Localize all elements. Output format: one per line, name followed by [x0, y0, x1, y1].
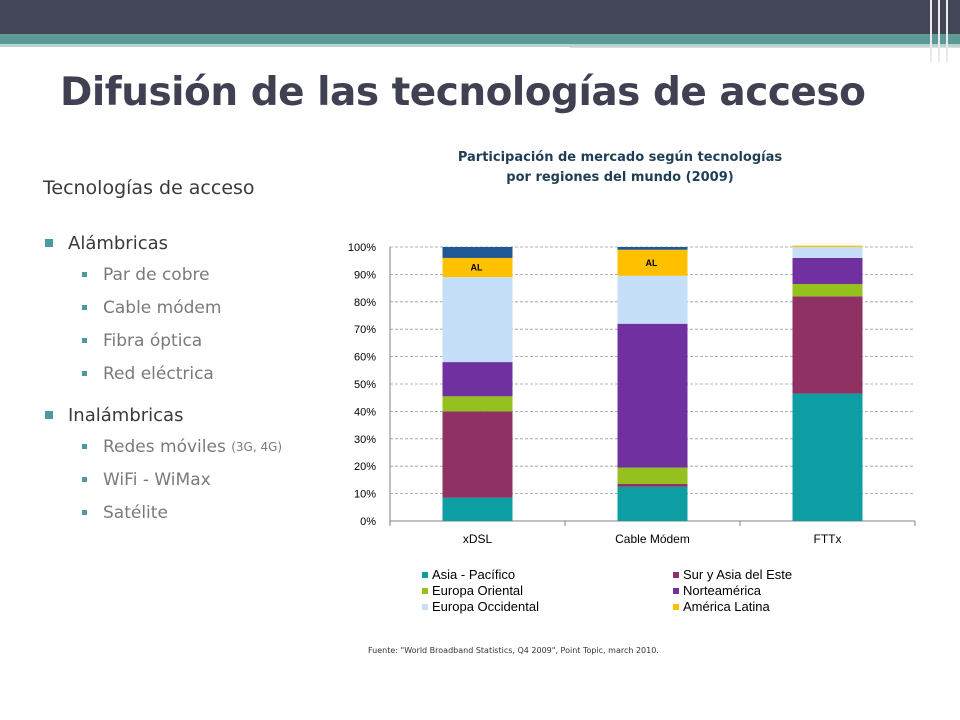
bar-segment: [617, 275, 688, 324]
list-subitem: WiFi - WiMax: [45, 463, 335, 496]
list-subitem-label: Par de cobre: [103, 264, 210, 285]
chart-title: Participación de mercado según tecnologí…: [400, 148, 840, 188]
legend-label: Sur y Asia del Este: [683, 567, 792, 582]
legend-swatch: [422, 588, 428, 594]
y-tick-label: 70%: [354, 324, 376, 336]
bar-segment: [617, 484, 688, 487]
bar-segment: [792, 283, 863, 297]
y-tick-label: 80%: [354, 297, 376, 309]
y-tick-label: 20%: [354, 461, 376, 473]
accent-band-light: [0, 44, 960, 47]
bar-segment: [442, 277, 513, 363]
bar-segment: [792, 296, 863, 394]
bar-segment: [442, 411, 513, 498]
list-group-alambricas: Alámbricas Par de cobre Cable módem Fibr…: [45, 228, 335, 390]
bar-segment: [442, 362, 513, 397]
list-subitem-label: Satélite: [103, 502, 168, 523]
list-subitem: Fibra óptica: [45, 324, 335, 357]
x-tick-label: Cable Módem: [615, 532, 690, 546]
accent-band: [0, 34, 960, 44]
y-tick-label: 50%: [354, 379, 376, 391]
x-tick-label: xDSL: [463, 532, 493, 546]
top-bar: [0, 0, 960, 34]
list-subitem-label: Cable módem: [103, 297, 222, 318]
legend-swatch: [673, 588, 679, 594]
square-bullet-icon: [45, 239, 53, 247]
slide-subtitle: Tecnologías de acceso: [43, 177, 255, 199]
slide-title: Difusión de las tecnologías de acceso: [60, 70, 866, 115]
data-label: AL: [646, 258, 658, 268]
legend-label: América Latina: [683, 599, 770, 614]
square-bullet-icon: [82, 338, 87, 343]
list-subitem: Red eléctrica: [45, 357, 335, 390]
list-group-inalambricas: Inalámbricas Redes móviles (3G, 4G) WiFi…: [45, 400, 335, 529]
list-subitem: Par de cobre: [45, 258, 335, 291]
list-subitem-note: (3G, 4G): [231, 439, 283, 454]
list-item-label: Inalámbricas: [68, 404, 184, 426]
y-tick-label: 40%: [354, 406, 376, 418]
bar-segment: [792, 245, 863, 247]
y-tick-label: 30%: [354, 434, 376, 446]
bar-segment: [792, 393, 863, 521]
y-tick-label: 10%: [354, 489, 376, 501]
list-item-label: Alámbricas: [68, 232, 169, 254]
bar-segment: [792, 257, 863, 284]
y-tick-label: 100%: [348, 242, 376, 254]
square-bullet-icon: [82, 510, 87, 515]
list-subitem-label: Redes móviles: [103, 436, 226, 457]
bar-segment: [792, 247, 863, 258]
legend-label: Asia - Pacífico: [432, 567, 515, 582]
bar-segment: [442, 396, 513, 412]
chart-title-line: por regiones del mundo (2009): [506, 170, 734, 185]
list-subitem-label: Red eléctrica: [103, 363, 214, 384]
y-tick-label: 60%: [354, 352, 376, 364]
data-label: AL: [471, 263, 483, 273]
decor-line: [946, 0, 948, 62]
y-tick-label: 90%: [354, 269, 376, 281]
bar-segment: [617, 323, 688, 468]
list-subitem-label: Fibra óptica: [103, 330, 203, 351]
bar-segment: [617, 247, 688, 250]
legend-label: Europa Occidental: [432, 599, 539, 614]
legend-swatch: [673, 572, 679, 578]
list-subitem-label: WiFi - WiMax: [103, 469, 211, 490]
square-bullet-icon: [82, 371, 87, 376]
list-subitem: Cable módem: [45, 291, 335, 324]
list-item-inalambricas: Inalámbricas: [45, 400, 335, 430]
bar-segment: [442, 257, 513, 278]
decor-line: [930, 0, 932, 62]
list-item-alambricas: Alámbricas: [45, 228, 335, 258]
bar-segment: [617, 486, 688, 521]
x-tick-label: FTTx: [814, 532, 842, 546]
legend-label: Norteamérica: [683, 583, 762, 598]
source-note: Fuente: "World Broadband Statistics, Q4 …: [368, 646, 659, 655]
chart-title-line: Participación de mercado según tecnologí…: [457, 150, 783, 165]
square-bullet-icon: [82, 272, 87, 277]
bullet-list: Alámbricas Par de cobre Cable módem Fibr…: [45, 228, 335, 539]
bar-segment: [617, 249, 688, 276]
list-subitem: Redes móviles (3G, 4G): [45, 430, 335, 463]
legend-swatch: [422, 604, 428, 610]
y-tick-label: 0%: [360, 516, 376, 528]
bar-segment: [442, 497, 513, 521]
square-bullet-icon: [82, 444, 87, 449]
legend-label: Europa Oriental: [432, 583, 523, 598]
decor-line: [938, 0, 940, 62]
list-subitem: Satélite: [45, 496, 335, 529]
legend-swatch: [673, 604, 679, 610]
square-bullet-icon: [82, 477, 87, 482]
square-bullet-icon: [82, 305, 87, 310]
stacked-bar-chart: 0% 10% 20% 30% 40% 50% 60% 70% 80% 90% 100% AL xDSL A…: [348, 242, 916, 614]
bar-segment: [442, 247, 513, 258]
bar-segment: [617, 467, 688, 485]
legend-swatch: [422, 572, 428, 578]
square-bullet-icon: [45, 411, 53, 419]
accent-band-white: [570, 47, 960, 66]
